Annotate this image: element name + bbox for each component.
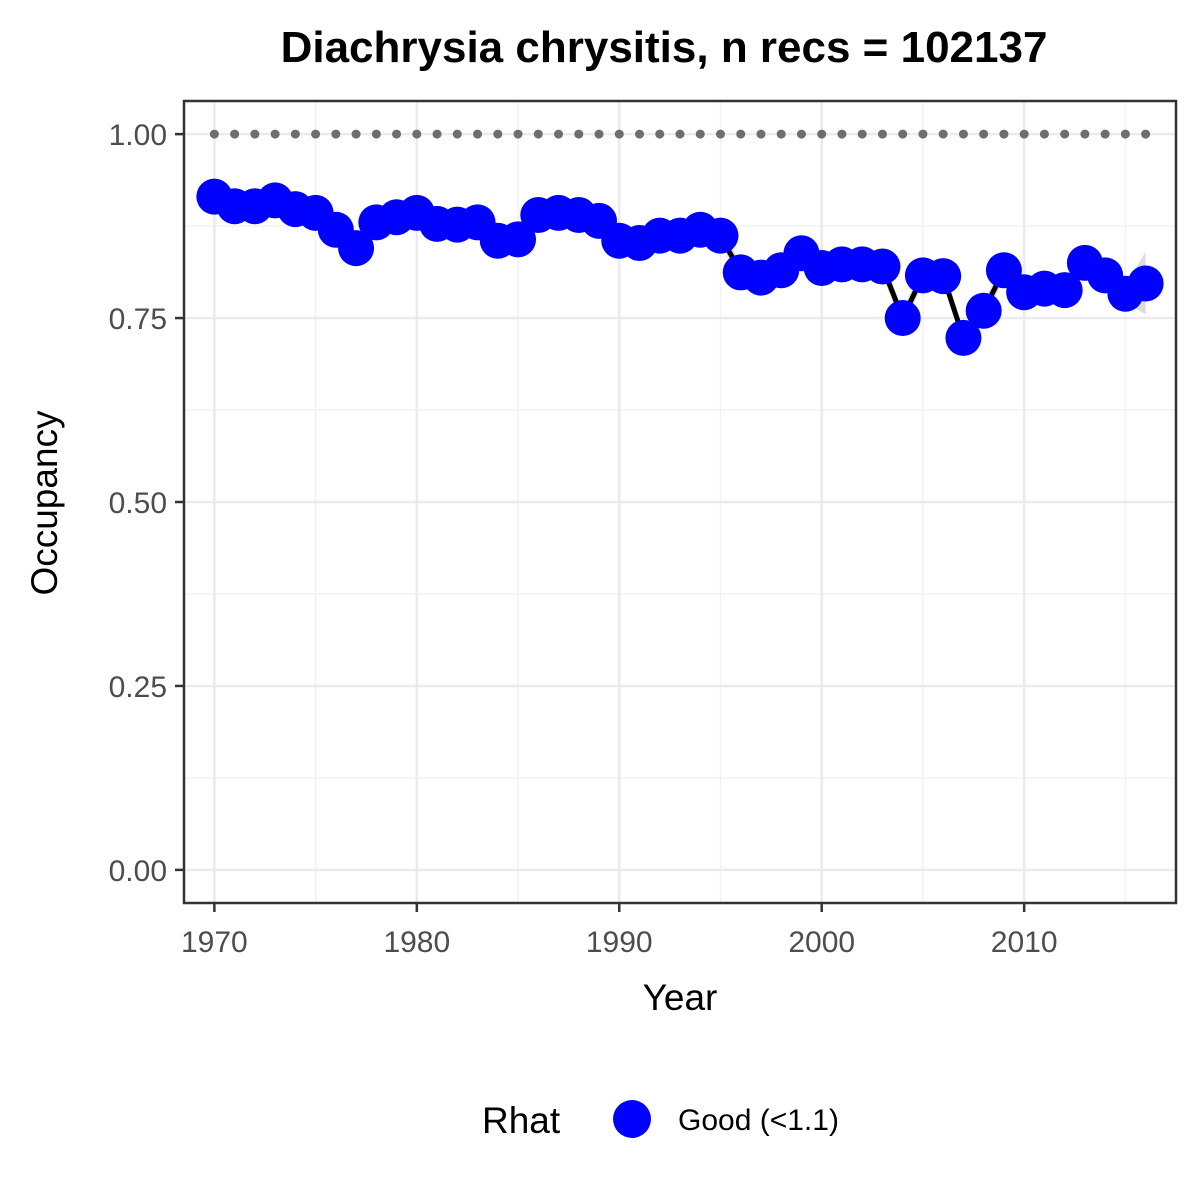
reference-dot — [351, 129, 361, 139]
reference-dot — [817, 129, 827, 139]
reference-dot — [898, 129, 908, 139]
reference-dot — [635, 129, 645, 139]
data-point — [945, 319, 982, 356]
reference-dot — [250, 129, 260, 139]
y-tick-label: 0.50 — [109, 487, 167, 520]
reference-dot — [311, 129, 321, 139]
reference-dot — [857, 129, 867, 139]
x-tick-label: 1990 — [586, 926, 653, 959]
reference-dot — [209, 129, 219, 139]
reference-dot — [756, 129, 766, 139]
reference-dot — [999, 129, 1009, 139]
data-points — [196, 178, 1164, 356]
axis-ticks: 1970 1980 1990 2000 2010 0.00 0.25 0.50 0.75 1.00 — [109, 119, 1058, 959]
reference-dot — [230, 129, 240, 139]
reference-dot — [1019, 129, 1029, 139]
data-point — [1046, 272, 1083, 309]
y-tick-label: 1.00 — [109, 119, 167, 152]
legend-title: Rhat — [482, 1100, 561, 1141]
reference-dot — [938, 129, 948, 139]
reference-dot — [1100, 129, 1110, 139]
y-tick-label: 0.00 — [109, 855, 167, 888]
data-point — [500, 221, 537, 258]
data-point — [864, 248, 901, 285]
reference-dot — [715, 129, 725, 139]
reference-line — [209, 129, 1151, 139]
reference-dot — [493, 129, 503, 139]
x-tick-label: 2000 — [788, 926, 855, 959]
x-tick-label: 1970 — [181, 926, 248, 959]
data-point — [702, 217, 739, 254]
reference-dot — [1080, 129, 1090, 139]
x-tick-label: 2010 — [991, 926, 1058, 959]
reference-dot — [533, 129, 543, 139]
data-point — [965, 292, 1002, 329]
reference-dot — [1060, 129, 1070, 139]
reference-dot — [736, 129, 746, 139]
reference-dot — [1120, 129, 1130, 139]
reference-dot — [695, 129, 705, 139]
legend-label: Good (<1.1) — [678, 1104, 839, 1137]
reference-dot — [655, 129, 665, 139]
reference-dot — [392, 129, 402, 139]
chart-title: Diachrysia chrysitis, n recs = 102137 — [281, 23, 1048, 72]
reference-dot — [918, 129, 928, 139]
reference-dot — [614, 129, 624, 139]
reference-dot — [1039, 129, 1049, 139]
data-point — [925, 258, 962, 295]
legend: Rhat Good (<1.1) — [482, 1100, 839, 1141]
reference-dot — [979, 129, 989, 139]
reference-dot — [473, 129, 483, 139]
y-axis-title: Occupancy — [24, 410, 65, 596]
reference-dot — [554, 129, 564, 139]
reference-dot — [452, 129, 462, 139]
reference-dot — [513, 129, 523, 139]
reference-dot — [371, 129, 381, 139]
reference-dot — [594, 129, 604, 139]
reference-dot — [877, 129, 887, 139]
reference-dot — [675, 129, 685, 139]
reference-dot — [1141, 129, 1151, 139]
reference-dot — [412, 129, 422, 139]
y-tick-label: 0.25 — [109, 671, 167, 704]
x-axis-title: Year — [643, 977, 718, 1018]
y-tick-label: 0.75 — [109, 303, 167, 336]
data-point — [884, 300, 921, 337]
reference-dot — [432, 129, 442, 139]
reference-dot — [331, 129, 341, 139]
reference-dot — [270, 129, 280, 139]
reference-dot — [574, 129, 584, 139]
reference-dot — [776, 129, 786, 139]
data-point — [1127, 265, 1164, 302]
reference-dot — [796, 129, 806, 139]
x-tick-label: 1980 — [383, 926, 450, 959]
reference-dot — [958, 129, 968, 139]
reference-dot — [837, 129, 847, 139]
data-point — [338, 230, 375, 267]
reference-dot — [290, 129, 300, 139]
legend-key-circle — [613, 1100, 651, 1138]
